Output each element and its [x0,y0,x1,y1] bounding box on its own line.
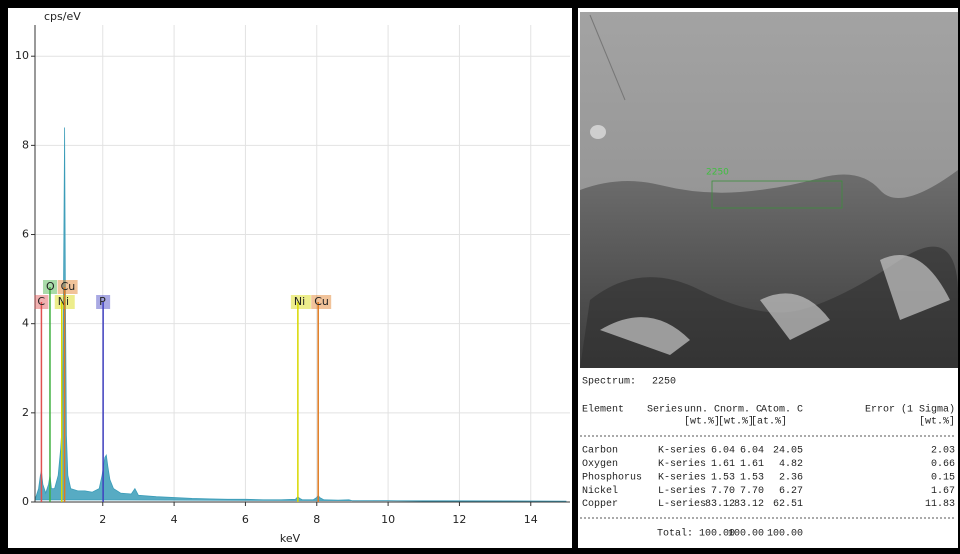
y-tick-label: 10 [15,49,29,62]
table-cell: 0.15 [931,472,955,483]
page: {"chart_data": {"type": "area", "y_label… [0,0,960,554]
column-header: Error (1 Sigma) [865,404,955,416]
y-tick-label: 8 [22,138,29,151]
sem-particle [590,125,606,139]
element-label: Cu [61,280,76,293]
column-header: Series [647,404,683,416]
table-cell: Copper [582,499,618,510]
sem-label: 2250 [706,168,729,178]
table-cell: Oxygen [582,459,618,470]
element-label: P [99,295,106,308]
table-cell: L-series [658,485,706,497]
column-unit: [wt.%] [919,416,955,428]
table-cell: 1.61 [711,459,735,470]
table-cell: 6.04 [740,446,764,457]
x-tick-label: 6 [242,513,249,526]
spectrum-id: 2250 [652,377,676,388]
y-axis-label: cps/eV [44,10,81,23]
table-cell: 4.82 [779,459,803,470]
element-label: C [37,295,45,308]
table-cell: 11.83 [925,499,955,510]
screenshot: 2250 cps/eV keV 02468102468101214CONiCuP… [0,0,960,554]
y-tick-label: 2 [22,406,29,419]
element-label: Cu [314,295,329,308]
table-cell: 83.12 [705,499,735,510]
x-axis-label: keV [280,532,301,545]
element-label: Ni [58,295,69,308]
x-tick-label: 8 [313,513,320,526]
table-cell: 6.27 [779,486,803,497]
sem-image: 2250 [580,12,958,368]
x-tick-label: 12 [452,513,466,526]
table-cell: 7.70 [711,486,735,497]
total-cell: 100.00 [767,529,803,540]
table-cell: 6.04 [711,446,735,457]
table-cell: 62.51 [773,499,803,510]
table-cell: Nickel [582,485,618,497]
column-header: unn. C [684,405,720,416]
y-tick-label: 0 [22,495,29,508]
column-unit: [wt.%] [718,416,754,428]
table-cell: 2.03 [931,446,955,457]
column-header: Element [582,404,624,416]
x-tick-label: 4 [171,513,178,526]
table-cell: K-series [658,445,706,457]
y-tick-label: 6 [22,228,29,241]
table-cell: 24.05 [773,446,803,457]
x-tick-label: 14 [524,513,538,526]
table-cell: K-series [658,471,706,483]
y-tick-label: 4 [22,317,29,330]
x-tick-label: 10 [381,513,395,526]
element-label: O [46,280,55,293]
table-cell: 7.70 [740,486,764,497]
column-header: norm. C [720,405,762,416]
table-cell: L-series [658,498,706,510]
element-label: Ni [294,295,305,308]
column-unit: [at.%] [751,416,787,428]
table-cell: 0.66 [931,459,955,470]
spectrum-label: Spectrum: [582,377,636,388]
table-cell: 1.53 [740,472,764,483]
table-cell: Carbon [582,445,618,457]
table-cell: 1.61 [740,459,764,470]
table-cell: 1.53 [711,472,735,483]
total-cell: 100.00 [728,529,764,540]
column-header: Atom. C [761,405,803,416]
x-tick-label: 2 [99,513,106,526]
table-cell: 1.67 [931,486,955,497]
column-unit: [wt.%] [684,416,720,428]
table-cell: Phosphorus [582,471,642,483]
spectrum-panel [8,8,572,548]
table-cell: K-series [658,458,706,470]
total-label: Total: [657,528,693,540]
table-cell: 83.12 [734,499,764,510]
table-cell: 2.36 [779,472,803,483]
